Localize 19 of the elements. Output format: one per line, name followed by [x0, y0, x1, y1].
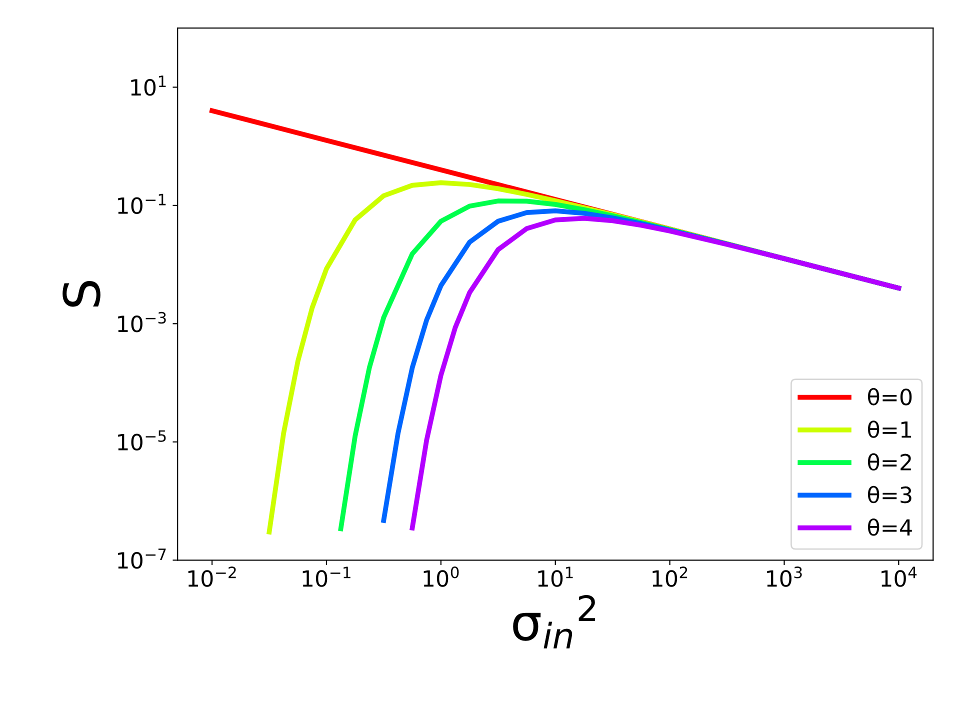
y-tick-label: 10$^{−1}$: [118, 194, 166, 214]
legend-label: θ=0: [868, 388, 912, 406]
y-tick-label: 10$^{1}$: [131, 76, 166, 96]
legend-label: θ=1: [868, 420, 912, 438]
y-tick-label: 10$^{−3}$: [118, 312, 166, 332]
x-axis-title: σ$_{in}$$^{2}$: [513, 595, 596, 648]
x-tick-label: 10$^{0}$: [424, 566, 459, 587]
y-tick-label: 10$^{−5}$: [118, 430, 166, 451]
x-tick-label: 10$^{4}$: [882, 566, 917, 587]
legend-label: θ=4: [868, 518, 912, 536]
x-tick-label: 10$^{3}$: [767, 566, 802, 587]
x-tick-label: 10$^{−1}$: [302, 566, 350, 587]
y-axis-title: S: [62, 281, 100, 307]
legend-label: θ=2: [868, 453, 911, 471]
x-tick-label: 10$^{2}$: [652, 566, 688, 587]
legend-label: θ=3: [868, 486, 912, 504]
x-tick-label: 10$^{−2}$: [188, 566, 236, 587]
y-tick-label: 10$^{−7}$: [118, 548, 166, 569]
x-tick-label: 10$^{1}$: [538, 566, 573, 587]
